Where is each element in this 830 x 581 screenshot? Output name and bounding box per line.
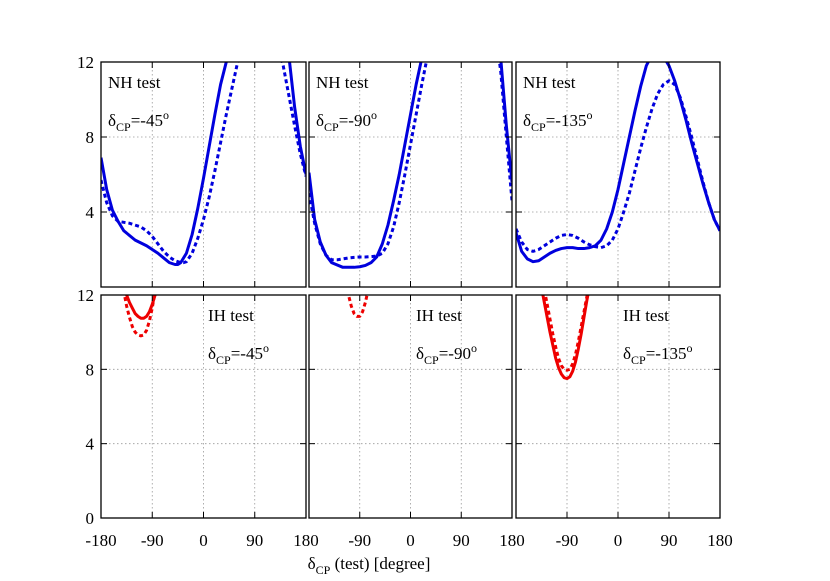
y-tick-label: 4	[86, 203, 95, 222]
x-axis-label-sub: CP	[316, 563, 331, 577]
delta-symbol: δ	[523, 111, 531, 130]
delta-subscript: CP	[631, 353, 646, 367]
series-dotted-line	[516, 79, 720, 253]
x-tick-label: 180	[707, 531, 733, 550]
x-tick-label: 90	[661, 531, 678, 550]
panel-nh-3: NH test δCP=-135o	[515, 61, 721, 288]
x-tick-label: 0	[614, 531, 623, 550]
series-dotted-line	[122, 295, 156, 338]
series-group	[346, 295, 369, 318]
series-group	[309, 62, 512, 269]
series-solid-line	[541, 295, 590, 381]
series-dotted-line	[543, 295, 589, 372]
panel-nh-2: NH test δCP=-90o	[308, 61, 513, 288]
delta-value: =-135	[646, 344, 687, 363]
delta-degree: o	[586, 108, 592, 122]
panel-ih-3: -90 0 90 180 IH test δCP=-135o	[515, 294, 733, 550]
delta-subscript: CP	[116, 120, 131, 134]
delta-value: =-135	[546, 111, 587, 130]
delta-subscript: CP	[216, 353, 231, 367]
delta-symbol: δ	[208, 344, 216, 363]
panel-delta-label: δCP=-135o	[623, 341, 692, 367]
series-solid-line	[125, 295, 157, 320]
x-tick-label: -90	[141, 531, 164, 550]
series-solid-line	[101, 62, 306, 266]
delta-symbol: δ	[623, 344, 631, 363]
series-dotted-line	[346, 295, 369, 318]
series-group	[122, 295, 157, 338]
y-tick-label: 12	[77, 53, 94, 72]
panel-hierarchy-label: NH test	[523, 73, 576, 92]
delta-degree: o	[163, 108, 169, 122]
x-tick-label: 90	[246, 531, 263, 550]
delta-degree: o	[263, 341, 269, 355]
x-tick-label: -90	[348, 531, 371, 550]
delta-degree: o	[371, 108, 377, 122]
y-tick-label: 8	[86, 128, 95, 147]
delta-symbol: δ	[108, 111, 116, 130]
x-tick-label: 90	[453, 531, 470, 550]
panel-hierarchy-label: IH test	[208, 306, 254, 325]
x-tick-label: 180	[293, 531, 319, 550]
series-dotted-line	[101, 62, 306, 265]
delta-subscript: CP	[531, 120, 546, 134]
panel-ih-1: 0 4 8 12 -180 -90 0 90 180 IH test δCP=-45o	[77, 286, 319, 550]
x-axis-label: δCP (test) [degree]	[308, 554, 431, 577]
x-tick-label: 0	[199, 531, 208, 550]
delta-degree: o	[686, 341, 692, 355]
panel-hierarchy-label: NH test	[316, 73, 369, 92]
delta-value: =-90	[439, 344, 471, 363]
x-axis-label-main: δ	[308, 554, 316, 573]
delta-value: =-45	[231, 344, 263, 363]
series-solid-line	[516, 62, 720, 264]
panel-delta-label: δCP=-135o	[523, 108, 592, 134]
x-tick-label: -180	[85, 531, 116, 550]
series-solid-line	[309, 62, 512, 269]
panel-ih-2: -90 0 90 180 IH test δCP=-90o	[308, 294, 525, 550]
y-tick-label: 8	[86, 360, 95, 379]
delta-symbol: δ	[416, 344, 424, 363]
series-group	[516, 62, 720, 264]
panel-delta-label: δCP=-90o	[416, 341, 477, 367]
delta-subscript: CP	[324, 120, 339, 134]
panel-delta-label: δCP=-45o	[108, 108, 169, 134]
y-tick-label: 4	[86, 435, 95, 454]
y-tick-label: 0	[86, 509, 95, 528]
x-tick-label: 180	[499, 531, 525, 550]
x-axis-label-rest: (test) [degree]	[330, 554, 430, 573]
panel-nh-1: 4 8 12 NH test δCP=-45o	[77, 53, 307, 288]
delta-degree: o	[471, 341, 477, 355]
delta-subscript: CP	[424, 353, 439, 367]
delta-value: =-90	[339, 111, 371, 130]
series-group	[101, 62, 306, 266]
panel-delta-label: δCP=-90o	[316, 108, 377, 134]
x-tick-label: 0	[406, 531, 415, 550]
panel-hierarchy-label: NH test	[108, 73, 161, 92]
series-dotted-line	[309, 62, 512, 262]
panel-hierarchy-label: IH test	[623, 306, 669, 325]
x-tick-label: -90	[556, 531, 579, 550]
delta-value: =-45	[131, 111, 163, 130]
y-tick-label: 12	[77, 286, 94, 305]
panel-delta-label: δCP=-45o	[208, 341, 269, 367]
series-group	[541, 295, 590, 381]
panel-hierarchy-label: IH test	[416, 306, 462, 325]
delta-symbol: δ	[316, 111, 324, 130]
